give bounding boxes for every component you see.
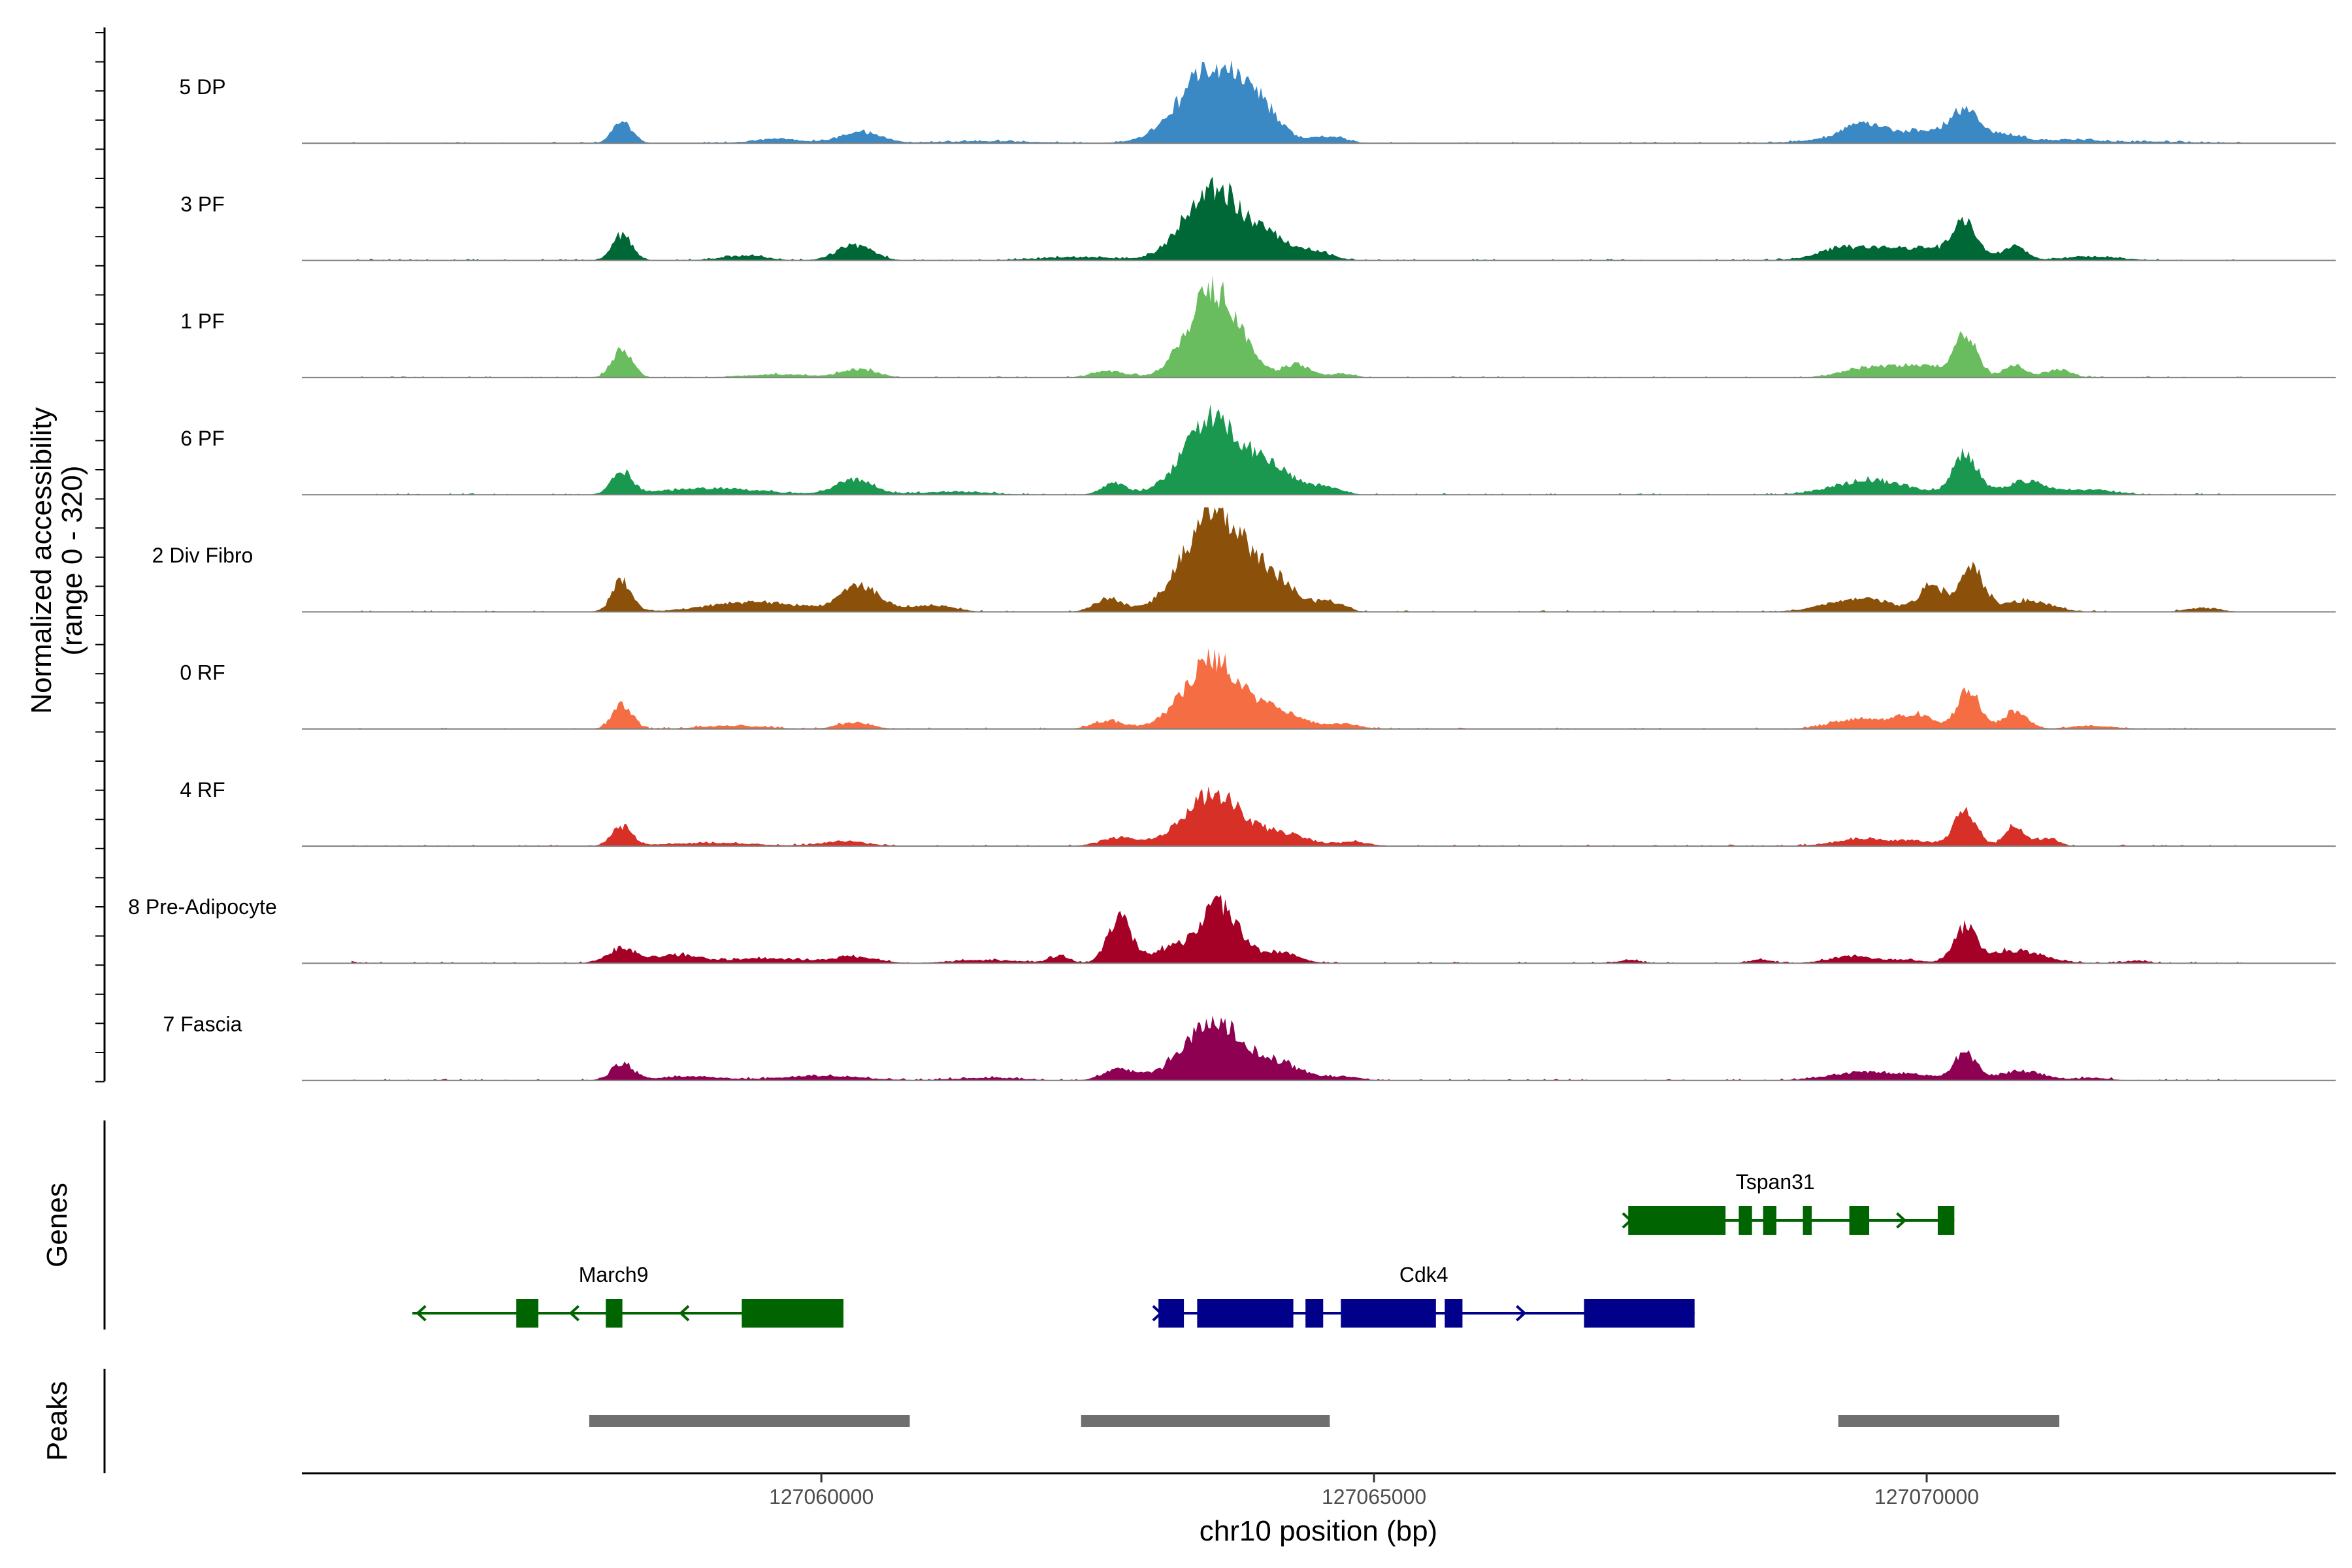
track-label: 1 PF xyxy=(180,310,225,333)
track-label: 3 PF xyxy=(180,192,225,216)
peak-region-bar xyxy=(1081,1415,1330,1427)
track-9: 7 Fascia xyxy=(163,1012,2336,1081)
y-axis-range-label: (range 0 - 320) xyxy=(56,465,88,655)
strand-arrow-icon xyxy=(679,1305,690,1322)
track-label: 4 RF xyxy=(180,778,225,802)
coverage-area xyxy=(351,507,2242,612)
x-axis-label: chr10 position (bp) xyxy=(1200,1515,1437,1547)
y-axis-label: Normalized accessibility xyxy=(25,407,57,713)
track-7: 4 RF xyxy=(180,778,2336,847)
track-8: 8 Pre-Adipocyte xyxy=(128,894,2336,964)
track-label: 2 Div Fibro xyxy=(152,544,253,567)
genes-panel-title: Genes xyxy=(41,1183,73,1267)
strand-arrow-icon xyxy=(568,1305,580,1322)
coverage-area xyxy=(351,59,2242,144)
gene-exon xyxy=(742,1299,844,1328)
track-label: 8 Pre-Adipocyte xyxy=(128,895,277,919)
peak-region-bar xyxy=(1838,1415,2060,1427)
gene-exon xyxy=(1305,1299,1324,1328)
x-tick-label: 127070000 xyxy=(1874,1485,1979,1509)
coverage-area xyxy=(351,275,2242,378)
track-6: 0 RF xyxy=(180,648,2336,730)
coverage-area xyxy=(351,176,2242,261)
x-axis-ticks: 127060000 127065000 127070000 xyxy=(769,1473,1979,1509)
track-1: 5 DP xyxy=(179,59,2336,144)
gene-label: Tspan31 xyxy=(1736,1170,1815,1194)
y-axis-ticks xyxy=(95,32,105,1083)
track-label: 0 RF xyxy=(180,661,225,685)
track-5: 2 Div Fibro xyxy=(152,507,2336,613)
track-label: 6 PF xyxy=(180,427,225,450)
strand-arrow-icon xyxy=(1896,1212,1907,1229)
gene-exon xyxy=(1445,1299,1463,1328)
gene-exon xyxy=(1937,1206,1955,1235)
track-label: 7 Fascia xyxy=(163,1012,242,1036)
x-tick-label: 127065000 xyxy=(1322,1485,1426,1509)
gene-exon xyxy=(1341,1299,1436,1328)
coverage-area xyxy=(351,404,2242,495)
gene-exon xyxy=(1197,1299,1294,1328)
gene-exon xyxy=(606,1299,623,1328)
gene-tspan31: Tspan31 xyxy=(1622,1170,1955,1235)
peaks-panel-title: Peaks xyxy=(41,1381,73,1461)
gene-exon xyxy=(516,1299,539,1328)
gene-label: March9 xyxy=(579,1263,649,1286)
gene-exon xyxy=(1584,1299,1695,1328)
coverage-area xyxy=(351,894,2242,964)
track-label: 5 DP xyxy=(179,75,225,99)
gene-cdk4: Cdk4 xyxy=(1152,1263,1695,1328)
gene-label: Cdk4 xyxy=(1399,1263,1448,1286)
strand-arrow-icon xyxy=(1516,1305,1527,1322)
track-2: 3 PF xyxy=(180,176,2336,261)
gene-exon xyxy=(1158,1299,1184,1328)
gene-exon xyxy=(1739,1206,1752,1235)
coverage-area xyxy=(351,1015,2242,1081)
gene-exon xyxy=(1763,1206,1776,1235)
coverage-area xyxy=(351,786,2242,847)
peak-region-bar xyxy=(589,1415,910,1427)
coverage-area xyxy=(351,648,2242,729)
gene-march9: March9 xyxy=(412,1263,844,1328)
track-4: 6 PF xyxy=(180,404,2336,496)
gene-annotations: March9 Cdk4 Tspan31 xyxy=(412,1170,1955,1328)
coverage-tracks: 5 DP 3 PF 1 PF 6 PF 2 Div Fibro 0 RF 4 RF 8 Pre… xyxy=(128,59,2336,1081)
gene-exon xyxy=(1849,1206,1870,1235)
strand-arrow-icon xyxy=(416,1305,427,1322)
peak-regions xyxy=(589,1415,2060,1427)
x-tick-label: 127060000 xyxy=(769,1485,874,1509)
gene-exon xyxy=(1803,1206,1812,1235)
gene-exon xyxy=(1628,1206,1726,1235)
track-3: 1 PF xyxy=(180,275,2336,378)
